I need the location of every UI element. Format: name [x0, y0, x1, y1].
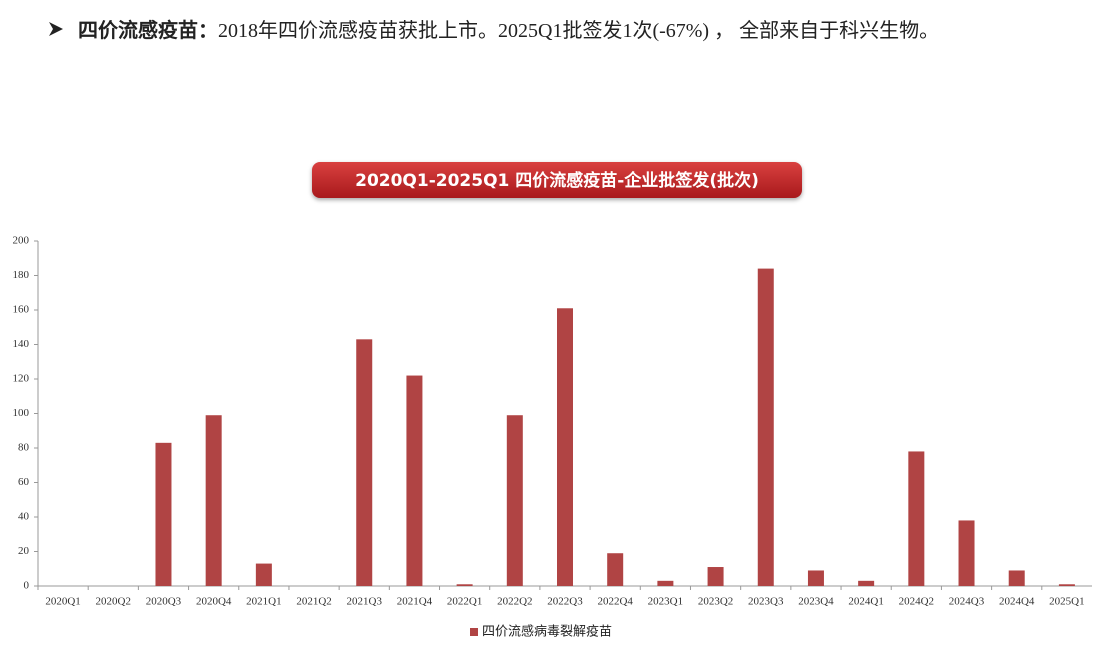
bar — [657, 580, 674, 586]
bar — [707, 567, 724, 586]
x-tick-label: 2022Q3 — [547, 596, 583, 608]
bar — [456, 584, 473, 586]
bar — [807, 570, 824, 586]
x-tick-label: 2022Q4 — [597, 596, 633, 608]
x-tick-label: 2025Q1 — [1049, 596, 1084, 608]
x-tick-label: 2024Q3 — [949, 596, 985, 608]
header-label: 四价流感疫苗： — [78, 18, 218, 42]
x-tick-label: 2024Q2 — [899, 596, 934, 608]
bar — [155, 442, 172, 586]
title-box — [312, 162, 802, 198]
bar — [908, 451, 925, 586]
x-tick-label: 2021Q3 — [347, 596, 383, 608]
bar — [858, 580, 875, 586]
x-tick-label: 2020Q4 — [196, 596, 232, 608]
bar — [1008, 570, 1025, 586]
y-tick-label: 20 — [18, 545, 30, 557]
y-tick-label: 100 — [13, 407, 30, 419]
y-tick-label: 40 — [18, 511, 30, 523]
x-tick-label: 2022Q1 — [447, 596, 482, 608]
y-tick-label: 200 — [13, 235, 30, 247]
bullet-icon — [49, 21, 63, 36]
x-tick-label: 2021Q1 — [246, 596, 281, 608]
x-tick-label: 2024Q4 — [999, 596, 1035, 608]
header: 四价流感疫苗： 2018年四价流感疫苗获批上市。2025Q1批签发1次(-67%… — [48, 14, 939, 43]
x-tick-label: 2024Q1 — [848, 596, 883, 608]
x-tick-label: 2023Q3 — [748, 596, 784, 608]
bar — [255, 563, 272, 586]
y-tick-label: 80 — [18, 442, 30, 454]
x-tick-label: 2022Q2 — [497, 596, 532, 608]
x-tick-label: 2023Q2 — [698, 596, 733, 608]
bar — [406, 375, 423, 586]
bar — [757, 268, 774, 586]
x-tick-label: 2020Q3 — [146, 596, 182, 608]
legend-swatch — [470, 628, 478, 636]
bar — [356, 339, 373, 586]
chart-title: 2020Q1-2025Q1 四价流感疫苗-企业批签发(批次) — [355, 170, 759, 191]
x-tick-label: 2021Q4 — [397, 596, 433, 608]
bar — [607, 553, 624, 586]
legend-label: 四价流感病毒裂解疫苗 — [482, 624, 612, 640]
y-tick-label: 140 — [13, 338, 30, 350]
bar — [557, 308, 573, 586]
y-tick-label: 180 — [13, 269, 30, 281]
x-tick-label: 2021Q2 — [296, 596, 331, 608]
x-tick-label: 2023Q4 — [798, 596, 834, 608]
bar — [958, 520, 975, 586]
x-tick-label: 2023Q1 — [648, 596, 683, 608]
y-tick-label: 60 — [18, 476, 30, 488]
bar — [1058, 584, 1075, 586]
bar — [205, 415, 222, 586]
x-tick-label: 2020Q2 — [96, 596, 131, 608]
header-text: 2018年四价流感疫苗获批上市。2025Q1批签发1次(-67%) ， 全部来自… — [218, 20, 940, 42]
y-tick-label: 160 — [13, 304, 30, 316]
bar — [506, 415, 523, 586]
x-tick-label: 2020Q1 — [45, 596, 80, 608]
y-tick-label: 0 — [24, 580, 30, 592]
y-tick-label: 120 — [13, 373, 30, 385]
